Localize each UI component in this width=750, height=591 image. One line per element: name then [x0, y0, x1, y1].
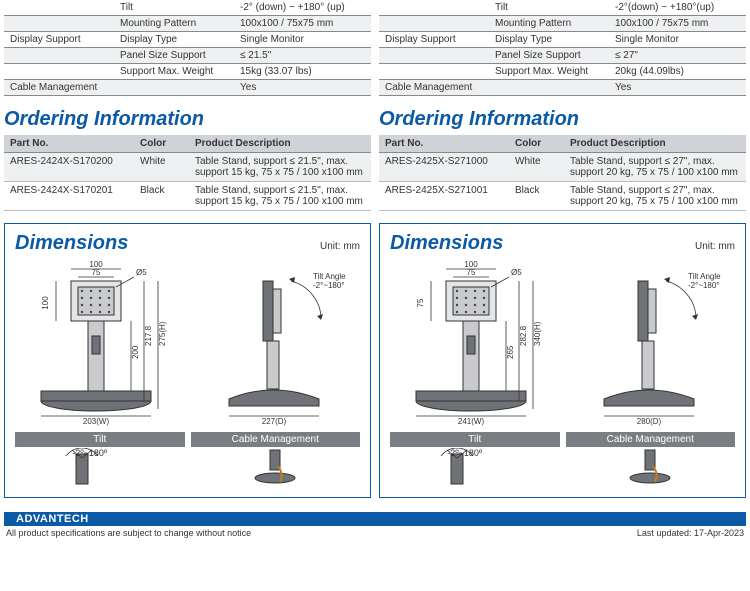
svg-text:Ø5: Ø5	[136, 268, 147, 277]
svg-text:282.8: 282.8	[519, 325, 528, 346]
svg-text:275(H): 275(H)	[158, 321, 167, 346]
ordering-heading: Ordering Information	[379, 108, 746, 131]
svg-text:75: 75	[467, 268, 476, 277]
svg-text:200: 200	[131, 345, 140, 359]
svg-text:241(W): 241(W)	[458, 417, 485, 426]
feature-tilt-text: -2º~180º	[72, 448, 107, 458]
svg-text:100: 100	[41, 296, 50, 310]
spec-table-left: Tilt-2° (down) ~ +180° (up)Mounting Patt…	[4, 0, 371, 96]
side-view-drawing: Tilt Angle -2°~180° 227(D)	[193, 261, 361, 426]
feature-tilt-label: Tilt	[15, 432, 185, 447]
ordering-table-left: Part No.ColorProduct DescriptionARES-242…	[4, 135, 371, 211]
ordering-heading: Ordering Information	[4, 108, 371, 131]
brand-logo: ADVANTECH	[10, 512, 95, 526]
svg-text:75: 75	[92, 268, 101, 277]
svg-text:Tilt Angle: Tilt Angle	[313, 272, 346, 281]
dimensions-title: Dimensions	[15, 232, 128, 255]
dimensions-title: Dimensions	[390, 232, 503, 255]
svg-text:Ø5: Ø5	[511, 268, 522, 277]
feature-tilt-text: -2º~180º	[447, 448, 482, 458]
side-view-drawing: Tilt Angle -2°~180° 280(D)	[568, 261, 736, 426]
dimensions-panel-right: Dimensions Unit: mm 100 75 Ø5 75 265	[379, 223, 746, 498]
feature-cable-label: Cable Management	[566, 432, 736, 447]
front-view-drawing: 100 75 Ø5 100 200 217.8 275(H) 203(W)	[15, 261, 183, 426]
svg-text:280(D): 280(D)	[637, 417, 662, 426]
svg-text:-2°~180°: -2°~180°	[688, 281, 720, 290]
dimensions-panel-left: Dimensions Unit: mm 100 75 Ø5 100 200	[4, 223, 371, 498]
svg-text:203(W): 203(W)	[83, 417, 110, 426]
dimensions-unit: Unit: mm	[695, 241, 735, 252]
feature-tilt: Tilt -2º~180º	[15, 432, 185, 487]
footer: ADVANTECH All product specifications are…	[4, 512, 746, 542]
feature-tilt: Tilt -2º~180º	[390, 432, 560, 487]
svg-text:227(D): 227(D)	[262, 417, 287, 426]
feature-cable: Cable Management	[566, 432, 736, 487]
svg-text:Tilt Angle: Tilt Angle	[688, 272, 721, 281]
svg-text:217.8: 217.8	[144, 325, 153, 346]
svg-text:340(H): 340(H)	[533, 321, 542, 346]
footer-updated: Last updated: 17-Apr-2023	[637, 528, 744, 538]
spec-table-right: Tilt-2°(down) ~ +180°(up)Mounting Patter…	[379, 0, 746, 96]
feature-cable: Cable Management	[191, 432, 361, 487]
footer-note: All product specifications are subject t…	[6, 528, 251, 538]
dimensions-unit: Unit: mm	[320, 241, 360, 252]
svg-text:-2°~180°: -2°~180°	[313, 281, 345, 290]
feature-tilt-label: Tilt	[390, 432, 560, 447]
ordering-table-right: Part No.ColorProduct DescriptionARES-242…	[379, 135, 746, 211]
svg-text:75: 75	[416, 298, 425, 307]
svg-text:265: 265	[506, 345, 515, 359]
front-view-drawing: 100 75 Ø5 75 265 282.8 340(H) 241(W)	[390, 261, 558, 426]
feature-cable-label: Cable Management	[191, 432, 361, 447]
